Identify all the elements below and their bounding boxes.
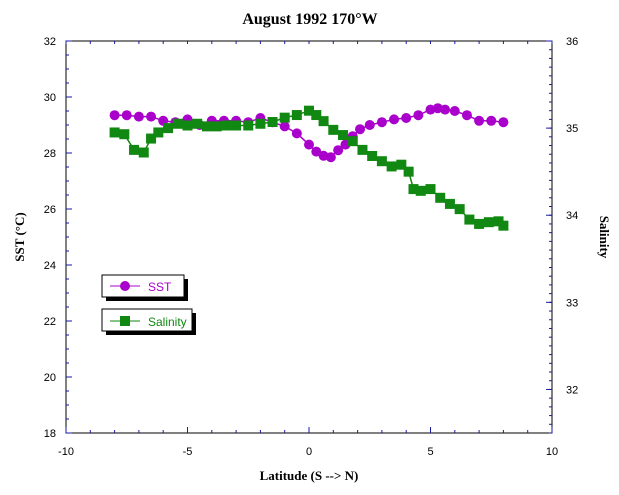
salinity-point [291,110,302,121]
legend-sst-marker [120,281,130,291]
salinity-point [347,136,358,147]
legend-item-salinity: Salinity [101,308,196,335]
salinity-point [357,144,368,155]
sst-point [486,115,497,126]
sst-point [133,111,144,122]
salinity-point [415,185,426,196]
chart-title: August 1992 170°W [242,11,377,28]
salinity-point [182,120,193,131]
salinity-point [464,214,475,225]
plot-frame [65,40,553,434]
legend-box [101,274,185,298]
salinity-point [498,220,509,231]
y-tick-label-left: 18 [44,428,56,440]
legend-sst-label: SST [148,280,172,294]
sst-point [355,124,366,135]
y-tick-label-left: 32 [44,36,56,48]
salinity-point [386,161,397,172]
sst-point [461,110,472,121]
sst-point [291,128,302,139]
x-tick-label: 5 [427,446,433,458]
salinity-point [153,127,164,138]
salinity-point [109,127,120,138]
salinity-point [192,118,203,129]
x-tick-label: -5 [183,446,193,458]
sst-point [311,146,322,157]
sst-point [389,114,400,125]
sst-point [325,152,336,163]
salinity-point [146,133,157,144]
legend-item-sst: SST [101,274,188,301]
salinity-point [138,147,149,158]
sst-point [146,111,157,122]
salinity-point [119,129,130,140]
y-tick-label-left: 28 [44,148,56,160]
sst-point [413,110,424,121]
salinity-point [221,120,232,131]
salinity-point [129,144,140,155]
sst-point [279,121,290,132]
legend-salinity-label: Salinity [148,315,187,329]
y-axis-label-right: Salinity [597,216,612,259]
y-axis-label-left: SST (°C) [12,212,27,261]
salinity-point [311,110,322,121]
salinity-point [403,166,414,177]
right-axis: 32 33 34 35 36 [546,36,578,434]
y-tick-label-left: 30 [44,92,56,104]
y-tick-label-right: 35 [566,123,578,135]
salinity-point [318,116,329,127]
y-tick-label-right: 36 [566,36,578,48]
salinity-point [425,184,436,195]
sst-point [333,145,344,156]
y-tick-label-left: 26 [44,204,56,216]
x-tick-label: 0 [306,446,312,458]
sst-point [364,120,375,130]
sst-point [376,117,387,128]
left-axis: 18 20 22 24 26 28 30 32 [44,36,72,440]
y-tick-label-right: 32 [566,384,578,396]
x-tick-label: -10 [58,446,74,458]
sst-point [474,115,485,126]
salinity-point [376,156,387,167]
salinity-point [408,184,419,195]
y-tick-label-right: 34 [566,210,578,222]
salinity-point [267,117,278,128]
sst-point [498,117,509,128]
legend-salinity-marker [120,316,130,326]
salinity-point [304,105,314,116]
salinity-point [211,121,222,132]
salinity-point [367,150,378,161]
sst-point [449,106,460,116]
salinity-point [474,218,485,229]
salinity-point [328,124,339,135]
y-tick-label-right: 33 [566,297,578,309]
salinity-point [231,120,242,131]
salinity-point [454,204,465,215]
salinity-point [243,120,254,131]
series-layer [109,103,509,231]
salinity-point [172,118,183,129]
salinity-point [444,198,455,209]
salinity-point [483,217,494,228]
salinity-point [201,121,212,132]
x-tick-label: 10 [546,446,558,458]
bottom-axis: -10 -5 0 5 10 [58,41,558,458]
sst-point [109,110,120,121]
sst-point [121,110,132,121]
salinity-point [396,159,407,170]
salinity-point [255,118,266,129]
y-tick-label-left: 24 [44,260,56,272]
y-tick-label-left: 22 [44,316,56,328]
sst-point [304,139,314,150]
sst-point [440,104,451,115]
y-tick-label-left: 20 [44,372,56,384]
x-axis-label: Latitude (S --> N) [260,468,359,483]
salinity-point [435,192,446,203]
salinity-point [163,123,174,134]
salinity-point [279,112,290,123]
sst-point [401,113,412,123]
salinity-point [338,130,349,141]
